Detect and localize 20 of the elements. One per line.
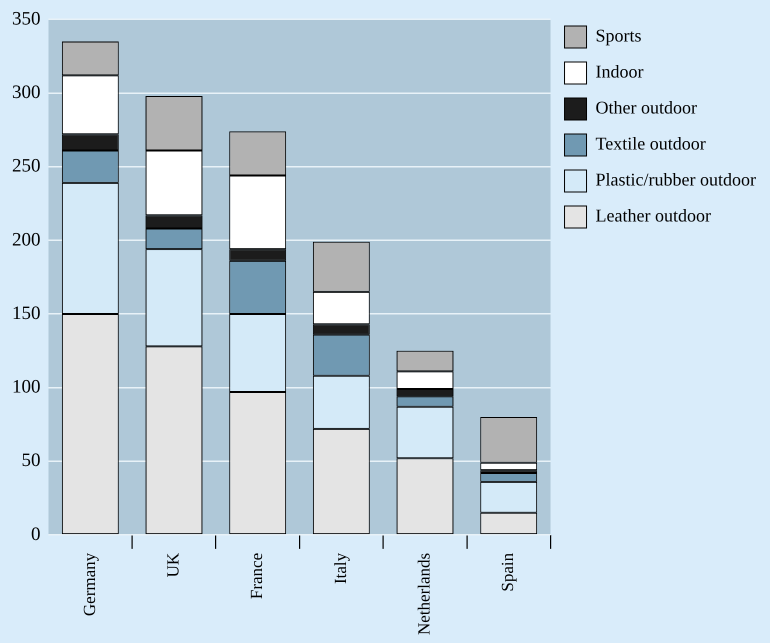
y-tick-label: 350 bbox=[12, 8, 40, 30]
y-tick-label: 300 bbox=[12, 82, 40, 104]
y-tick-label: 200 bbox=[12, 229, 40, 250]
y-tick-label: 0 bbox=[31, 524, 40, 545]
x-tick-label: Germany bbox=[80, 552, 99, 616]
x-tick-label: UK bbox=[163, 552, 182, 578]
x-tick-label: France bbox=[247, 552, 266, 600]
y-tick-label: 100 bbox=[12, 376, 40, 398]
legend-label: Indoor bbox=[596, 62, 644, 82]
legend-label: Sports bbox=[596, 26, 642, 46]
legend-label: Leather outdoor bbox=[596, 206, 711, 226]
x-tick-label: Netherlands bbox=[414, 552, 434, 636]
x-tick-label: Italy bbox=[330, 552, 350, 584]
x-tick-label: Spain bbox=[498, 552, 518, 592]
y-tick-label: 250 bbox=[12, 156, 40, 177]
legend-label: Plastic/rubber outdoor bbox=[596, 170, 756, 190]
legend-label: Textile outdoor bbox=[596, 134, 706, 154]
y-tick-label: 150 bbox=[12, 302, 40, 324]
legend-label: Other outdoor bbox=[596, 98, 698, 118]
y-tick-label: 50 bbox=[22, 450, 40, 472]
